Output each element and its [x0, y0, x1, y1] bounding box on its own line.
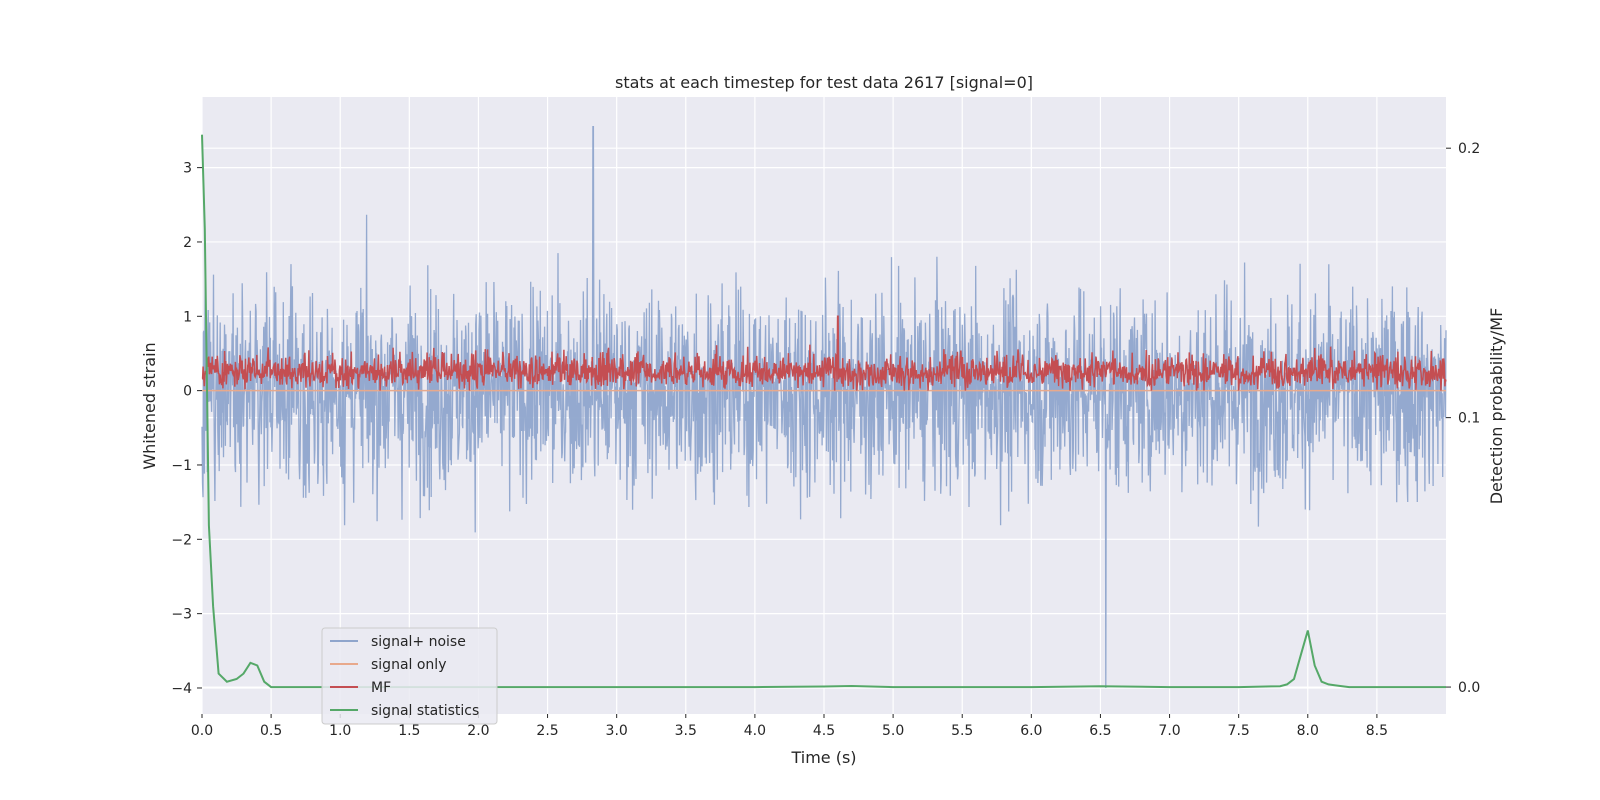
x-tick-label: 2.5 [536, 723, 558, 739]
y-tick-label: −3 [171, 607, 192, 623]
legend-label: signal+ noise [371, 634, 466, 650]
x-tick-label: 6.0 [1020, 723, 1042, 739]
legend: signal+ noise signal only MF signal statist… [321, 627, 498, 725]
y2-axis-label: Detection probability/MF [1487, 308, 1506, 505]
x-tick-label: 0.5 [260, 723, 282, 739]
y-tick-label: −2 [171, 532, 192, 548]
legend-label: signal statistics [371, 703, 479, 719]
x-tick-label: 5.5 [951, 723, 973, 739]
x-tick-label: 7.5 [1228, 723, 1250, 739]
series-mf-line [201, 315, 1447, 391]
x-tick-label: 0.0 [191, 723, 213, 739]
y2-tick-label: 0.2 [1458, 141, 1480, 157]
x-tick-label: 3.5 [675, 723, 697, 739]
y-tick-label: 3 [183, 161, 192, 177]
y2-tick-label: 0.0 [1458, 680, 1480, 696]
x-tick-label: 8.5 [1366, 723, 1388, 739]
x-axis-label: Time (s) [790, 748, 856, 767]
legend-box [321, 627, 498, 725]
x-tick-label: 1.0 [329, 723, 351, 739]
x-tick-label: 2.0 [467, 723, 489, 739]
x-tick-label: 7.0 [1158, 723, 1180, 739]
chart-title: stats at each timestep for test data 261… [615, 73, 1033, 92]
x-tick-label: 6.5 [1089, 723, 1111, 739]
y-tick-label: 0 [183, 384, 192, 400]
axes: 0.0 0.5 1.0 1.5 2.0 2.5 3.0 3.5 4.0 4.5 5.0 5.5 6.0 6… [171, 141, 1480, 739]
y2-tick-label: 0.1 [1458, 411, 1480, 427]
y-tick-label: −4 [171, 681, 192, 697]
y-tick-label: −1 [171, 458, 192, 474]
x-tick-label: 3.0 [606, 723, 628, 739]
legend-label: MF [371, 680, 391, 696]
x-tick-label: 4.0 [744, 723, 766, 739]
x-tick-label: 8.0 [1297, 723, 1319, 739]
y-axis-label: Whitened strain [140, 342, 159, 469]
y-tick-label: 2 [183, 235, 192, 251]
legend-label: signal only [371, 657, 446, 673]
series-signal-statistics-line [201, 134, 1446, 689]
y-tick-label: 1 [183, 309, 192, 325]
x-tick-label: 1.5 [398, 723, 420, 739]
series-layer [201, 126, 1447, 689]
x-tick-label: 5.0 [882, 723, 904, 739]
x-tick-label: 4.5 [813, 723, 835, 739]
